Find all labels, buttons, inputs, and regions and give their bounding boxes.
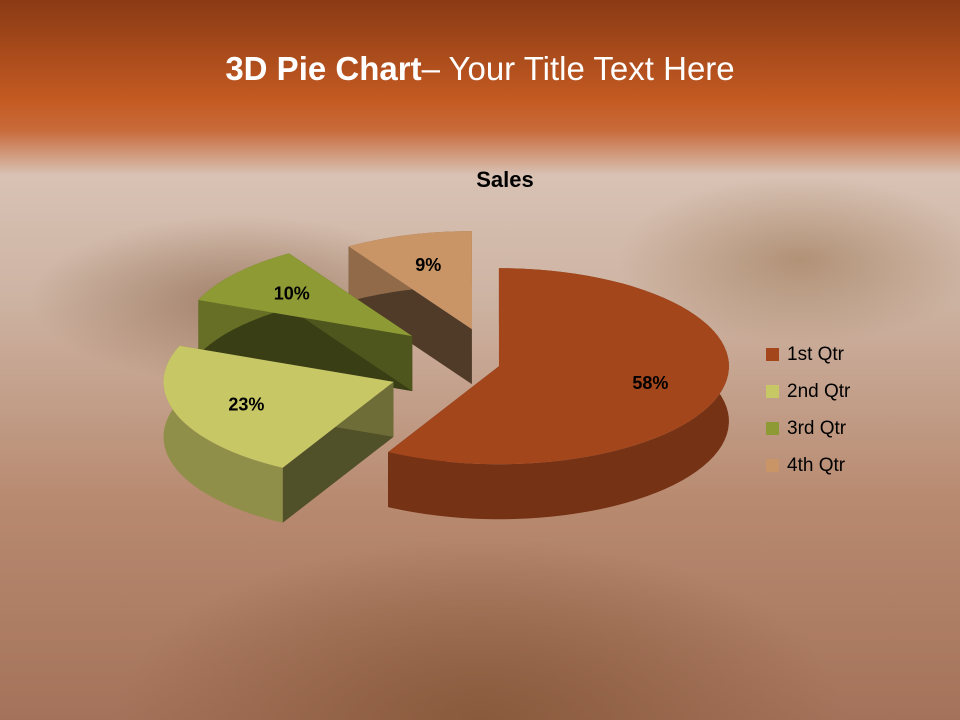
pie-slice-2 — [163, 345, 394, 468]
legend-item: 2nd Qtr — [766, 373, 850, 410]
legend: 1st Qtr 2nd Qtr 3rd Qtr 4th Qtr — [766, 336, 850, 484]
chart-title: Sales — [476, 167, 534, 192]
title-rest: – Your Title Text Here — [421, 50, 735, 87]
data-label: 58% — [632, 373, 668, 393]
data-label: 9% — [415, 255, 441, 275]
data-label: 10% — [274, 284, 310, 304]
legend-item: 4th Qtr — [766, 447, 850, 484]
legend-swatch — [766, 348, 779, 361]
legend-swatch — [766, 385, 779, 398]
legend-item: 3rd Qtr — [766, 410, 850, 447]
pie-slice-4 — [348, 231, 472, 330]
pie-slice-1 — [388, 268, 729, 465]
legend-swatch — [766, 422, 779, 435]
data-label: 23% — [228, 394, 264, 414]
legend-swatch — [766, 459, 779, 472]
slice-side-wall — [198, 300, 413, 392]
slide-title: 3D Pie Chart– Your Title Text Here — [0, 50, 960, 88]
legend-item: 1st Qtr — [766, 336, 850, 373]
title-bold: 3D Pie Chart — [225, 50, 422, 87]
pie-slice-3 — [198, 253, 413, 337]
slice-outer-wall — [163, 345, 283, 523]
